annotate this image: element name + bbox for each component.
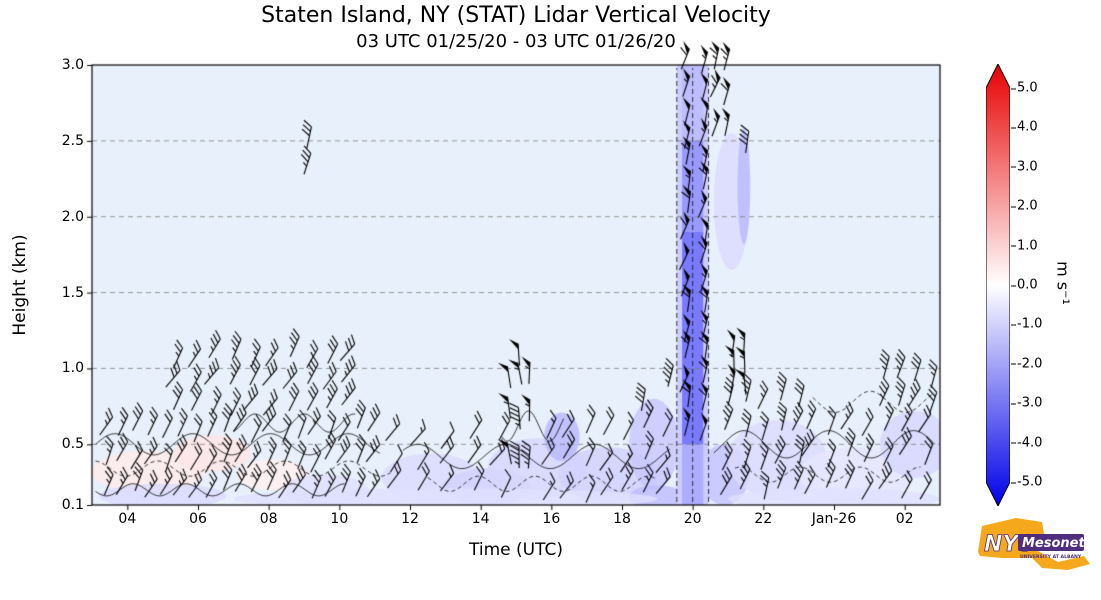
x-tick-label: 12 bbox=[401, 511, 419, 527]
colorbar-tick-label: 4.0 bbox=[1011, 119, 1038, 135]
x-tick-label: 18 bbox=[613, 511, 631, 527]
colorbar-tick-label: -3.0 bbox=[1010, 395, 1043, 411]
x-tick-label: 04 bbox=[118, 511, 137, 527]
x-tick-label: 02 bbox=[895, 511, 914, 527]
logo-name-box bbox=[1018, 534, 1084, 551]
colorbar-tick-label: 3.0 bbox=[1011, 159, 1038, 175]
logo-org-text: NYS bbox=[984, 532, 1034, 557]
x-tick-label: 10 bbox=[330, 511, 349, 527]
x-tick-label: 08 bbox=[259, 511, 278, 527]
y-tick-label: 0.5 bbox=[61, 436, 84, 453]
x-tick-label: 22 bbox=[754, 511, 773, 527]
colorbar-tick-label: 2.0 bbox=[1011, 198, 1038, 214]
y-tick-labels: 0.1 0.5 1.0 1.5 2.0 2.5 3.0 bbox=[0, 0, 86, 600]
colorbar-tick-label: 5.0 bbox=[1011, 80, 1038, 96]
colorbar-tick-label: 0.0 bbox=[1011, 277, 1038, 293]
colorbar-tick-label: -5.0 bbox=[1010, 474, 1043, 490]
chart-title: Staten Island, NY (STAT) Lidar Vertical … bbox=[261, 3, 771, 28]
colorbar-tick-labels: 5.0 4.0 3.0 2.0 1.0 0.0 -1.0 -2.0 -3.0 -4.0 -5.0 bbox=[1010, 0, 1067, 600]
colorbar-tick-label: -1.0 bbox=[1010, 316, 1043, 332]
colorbar-unit-label: m s⁻¹ bbox=[1053, 261, 1073, 305]
y-tick-label: 3.0 bbox=[61, 57, 84, 73]
y-tick-label: 0.1 bbox=[61, 497, 84, 513]
y-tick-label: 1.5 bbox=[61, 284, 84, 301]
y-tick-label: 2.5 bbox=[61, 132, 84, 149]
colorbar-tick-label: -2.0 bbox=[1010, 356, 1043, 372]
y-tick-label: 1.0 bbox=[61, 360, 84, 377]
x-tick-labels: 04 06 08 10 12 14 16 18 20 22 Jan-26 02 bbox=[0, 511, 1101, 531]
colorbar-tick-label: -4.0 bbox=[1010, 435, 1043, 451]
colorbar bbox=[986, 64, 1010, 506]
x-tick-label: 16 bbox=[542, 511, 561, 527]
nys-mesonet-logo: NYS Mesonet UNIVERSITY AT ALBANY bbox=[978, 518, 1090, 570]
y-tick-label: 2.0 bbox=[61, 208, 84, 225]
logo-name-text: Mesonet bbox=[1022, 536, 1085, 551]
chart-subtitle: 03 UTC 01/25/20 - 03 UTC 01/26/20 bbox=[356, 31, 676, 52]
x-tick-label: Jan-26 bbox=[811, 511, 857, 527]
logo-tagline-text: UNIVERSITY AT ALBANY bbox=[1020, 554, 1082, 560]
x-tick-label: 14 bbox=[471, 511, 490, 527]
x-axis-label: Time (UTC) bbox=[469, 540, 563, 560]
x-tick-label: 06 bbox=[189, 511, 207, 527]
colorbar-bar bbox=[986, 64, 1010, 506]
colorbar-tick-label: 1.0 bbox=[1011, 238, 1038, 254]
x-tick-label: 20 bbox=[683, 511, 702, 527]
